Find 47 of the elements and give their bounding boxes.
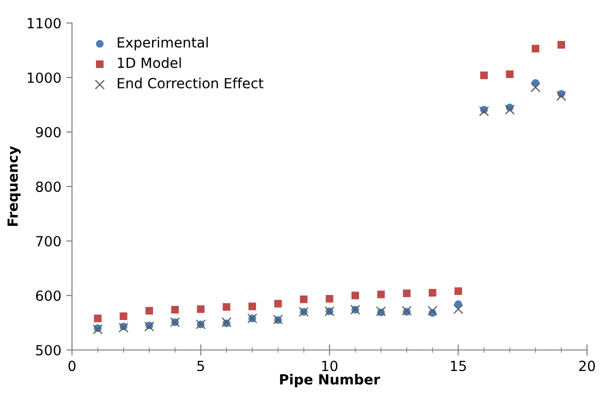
y-tick-label: 700 xyxy=(36,236,61,246)
point xyxy=(557,40,566,49)
point xyxy=(480,72,488,80)
y-axis-title: Frequency xyxy=(8,146,21,226)
point xyxy=(300,296,308,304)
point xyxy=(454,300,462,308)
point xyxy=(145,306,154,315)
point xyxy=(376,306,386,316)
point xyxy=(453,304,464,314)
legend-label: 1D Model xyxy=(118,57,181,68)
point xyxy=(144,322,154,332)
point xyxy=(94,314,102,322)
x-tick-label: 5 xyxy=(197,360,204,372)
point xyxy=(402,290,411,298)
point xyxy=(479,106,489,116)
point xyxy=(504,104,515,115)
x-tick-label: 20 xyxy=(579,360,595,372)
point xyxy=(196,305,205,313)
point xyxy=(532,44,540,52)
x-tick-label: 10 xyxy=(322,360,338,372)
y-tick-label: 800 xyxy=(36,181,61,192)
x-tick-label: 0 xyxy=(68,360,76,372)
point xyxy=(118,322,128,333)
point xyxy=(556,91,566,101)
y-tick-label: 500 xyxy=(36,344,61,356)
point xyxy=(171,306,179,314)
y-tick-label: 900 xyxy=(36,126,61,138)
point xyxy=(530,82,540,92)
x-tick-label: 15 xyxy=(450,360,466,372)
y-tick-label: 1000 xyxy=(28,72,61,83)
point xyxy=(351,292,360,300)
y-tick-label: 1100 xyxy=(28,18,61,28)
point xyxy=(274,300,282,308)
point xyxy=(377,290,385,298)
point xyxy=(222,303,230,311)
point xyxy=(402,306,412,316)
point xyxy=(120,312,128,320)
legend-label: End Correction Effect xyxy=(118,78,264,88)
point xyxy=(506,70,514,78)
point xyxy=(428,306,438,316)
point xyxy=(326,294,334,303)
point xyxy=(428,288,436,297)
point xyxy=(454,287,462,295)
legend-label: Experimental xyxy=(118,36,208,50)
x-axis-title: Pipe Number xyxy=(280,374,380,388)
y-tick-label: 600 xyxy=(36,290,61,301)
point xyxy=(248,302,256,310)
